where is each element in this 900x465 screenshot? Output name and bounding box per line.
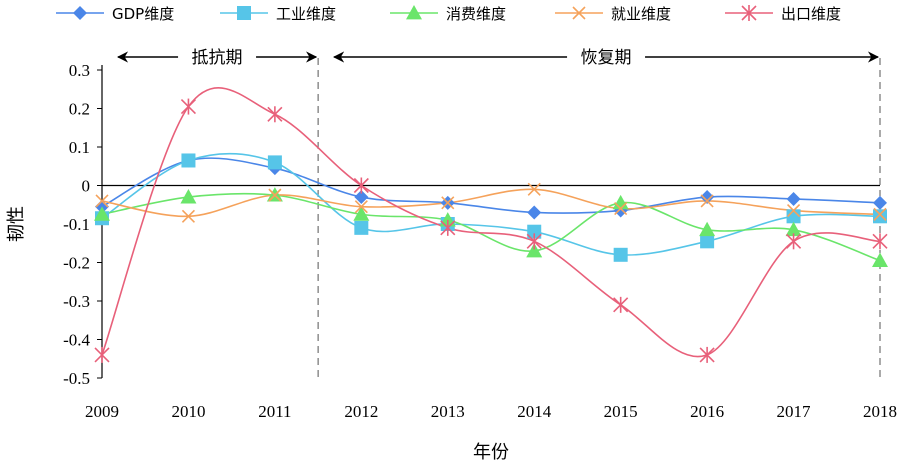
- y-tick-label: 0.3: [69, 61, 90, 80]
- x-tick-label: 2009: [85, 402, 119, 421]
- legend-label: GDP维度: [112, 5, 174, 23]
- phase-label: 抵抗期: [192, 48, 243, 68]
- y-axis-title: 韧性: [6, 206, 27, 242]
- data-point: [526, 233, 542, 250]
- y-tick-label: -0.5: [63, 369, 90, 388]
- data-point: [700, 234, 715, 249]
- data-point: [700, 190, 715, 205]
- data-point: [441, 196, 455, 210]
- series-line: [101, 188, 881, 218]
- legend-marker: [741, 5, 757, 21]
- legend-marker: [406, 5, 422, 20]
- legend-label: 出口维度: [781, 5, 841, 23]
- data-point: [785, 233, 802, 250]
- data-point: [873, 207, 887, 221]
- x-tick-label: 2016: [690, 402, 724, 421]
- data-point: [180, 98, 197, 115]
- data-point: [613, 247, 628, 262]
- x-tick-label: 2014: [517, 402, 552, 421]
- data-point: [527, 205, 542, 220]
- data-point: [700, 194, 714, 208]
- data-point: [873, 195, 887, 210]
- legend-marker: [237, 6, 251, 20]
- data-point: [613, 296, 629, 313]
- legend-label: 工业维度: [276, 5, 336, 23]
- y-tick-label: -0.1: [63, 215, 90, 234]
- x-tick-label: 2010: [171, 402, 205, 421]
- y-tick-label: 0.2: [69, 100, 90, 119]
- data-point: [180, 189, 197, 204]
- data-point: [786, 191, 801, 206]
- axes: 0.3 0.2 0.1 0 -0.1 -0.2 -0.3 -0.4 -0.5 2009 2010 20…: [63, 61, 897, 421]
- data-point: [353, 206, 370, 221]
- data-point: [699, 346, 715, 363]
- legend-label: 消费维度: [446, 5, 506, 23]
- data-point: [95, 194, 109, 208]
- series-line: [101, 87, 881, 358]
- y-tick-label: 0.1: [69, 138, 90, 157]
- data-point: [526, 242, 543, 258]
- phase-annotations: 抵抗期 恢复期: [116, 48, 881, 378]
- legend-label: 就业维度: [611, 5, 671, 23]
- y-tick-label: -0.3: [63, 292, 90, 311]
- data-point: [181, 209, 196, 223]
- data-point: [872, 252, 888, 267]
- x-tick-label: 2015: [604, 402, 638, 421]
- x-tick-label: 2017: [777, 402, 812, 421]
- data-point: [872, 233, 888, 250]
- x-tick-label: 2012: [344, 402, 378, 421]
- x-tick-label: 2018: [863, 402, 897, 421]
- x-axis-title: 年份: [473, 442, 509, 463]
- legend-marker: [572, 6, 586, 20]
- series-lines: [101, 87, 881, 358]
- x-tick-label: 2013: [431, 402, 465, 421]
- y-tick-label: 0: [82, 177, 91, 196]
- data-point: [94, 206, 110, 221]
- legend-marker: [73, 6, 87, 20]
- data-point: [699, 221, 716, 237]
- data-point: [786, 209, 801, 224]
- y-tick-label: -0.4: [63, 331, 90, 350]
- data-point: [614, 202, 628, 216]
- data-point: [786, 203, 801, 218]
- series-line: [101, 152, 881, 256]
- data-point: [94, 346, 110, 363]
- data-point: [353, 177, 369, 194]
- data-point: [267, 106, 283, 123]
- series-markers: [94, 98, 888, 363]
- data-point: [873, 209, 887, 224]
- data-point: [527, 224, 542, 239]
- data-point: [354, 200, 368, 214]
- data-point: [181, 153, 196, 168]
- phase-label: 恢复期: [581, 48, 632, 68]
- data-point: [268, 188, 282, 202]
- data-point: [354, 190, 369, 205]
- x-tick-label: 2011: [258, 402, 291, 421]
- data-point: [527, 182, 541, 196]
- data-point: [440, 219, 456, 236]
- data-point: [267, 155, 282, 170]
- legend: GDP维度 工业维度 消费维度 就业维度 出口维度: [56, 5, 841, 23]
- y-tick-label: -0.2: [63, 254, 90, 273]
- data-point: [354, 220, 369, 235]
- series-line: [101, 192, 881, 262]
- series-line: [101, 157, 881, 214]
- data-point: [785, 221, 802, 237]
